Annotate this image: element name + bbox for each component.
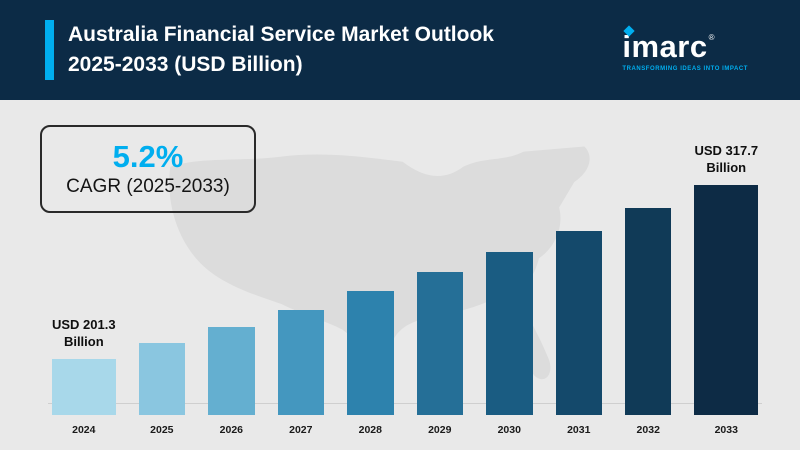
bar-column-2024: USD 201.3 Billion 2024 — [52, 316, 116, 436]
x-axis-label-2026: 2026 — [219, 424, 243, 436]
x-axis-label-2031: 2031 — [567, 424, 591, 436]
bar-2025 — [138, 343, 186, 415]
chart-title-line2: 2025-2033 (USD Billion) — [68, 53, 303, 76]
chart-body: 5.2% CAGR (2025-2033) USD 201.3 Billion 20… — [0, 100, 800, 450]
x-axis-label-2029: 2029 — [428, 424, 452, 436]
bar-2030 — [486, 252, 533, 415]
usa-map-silhouette — [169, 146, 590, 380]
bar-2027 — [277, 310, 325, 415]
bar-2024 — [52, 359, 116, 415]
bar-chart: USD 201.3 Billion 2024 2025 2026 2027 2028 2029… — [52, 142, 759, 436]
logo-text: imarc — [622, 28, 708, 64]
cagr-value: 5.2% — [112, 138, 184, 174]
bar-2032 — [624, 208, 672, 415]
bar-2028 — [347, 291, 394, 415]
bar-column-2032: 2032 — [624, 208, 672, 436]
bar-value-label-line: USD 317.7 — [694, 142, 759, 158]
x-axis-label-2025: 2025 — [150, 424, 174, 436]
imarc-logo: imarc® TRANSFORMING IDEAS INTO IMPACT — [622, 24, 748, 72]
header-band: Australia Financial Service Market Outlo… — [0, 0, 800, 100]
x-axis-baseline — [48, 403, 762, 404]
x-axis-label-2024: 2024 — [72, 424, 96, 436]
bar-column-2025: 2025 — [138, 343, 186, 436]
chart-title-line1: Australia Financial Service Market Outlo… — [68, 22, 494, 46]
registered-mark: ® — [708, 32, 715, 42]
bar-column-2026: 2026 — [208, 327, 255, 436]
x-axis-label-2028: 2028 — [358, 424, 382, 436]
cagr-label: CAGR (2025-2033) — [66, 176, 230, 198]
bar-column-2028: 2028 — [347, 291, 394, 436]
bar-2026 — [208, 327, 255, 415]
bar-value-label-2033: USD 317.7 Billion — [694, 142, 758, 177]
bar-value-label-line: Billion — [706, 160, 747, 176]
chart-title: Australia Financial Service Market Outlo… — [68, 20, 494, 81]
logo-row: imarc® — [622, 24, 715, 64]
bar-column-2027: 2027 — [277, 310, 325, 436]
x-axis-label-2030: 2030 — [497, 424, 521, 436]
bar-column-2033: USD 317.7 Billion 2033 — [694, 142, 759, 436]
bar-value-label-2024: USD 201.3 Billion — [52, 316, 116, 351]
bar-column-2029: 2029 — [416, 272, 464, 436]
logo-tagline: TRANSFORMING IDEAS INTO IMPACT — [622, 65, 748, 72]
title-group: Australia Financial Service Market Outlo… — [45, 19, 494, 81]
x-axis-label-2027: 2027 — [289, 424, 313, 436]
x-axis-label-2032: 2032 — [636, 424, 660, 436]
bar-value-label-line: Billion — [63, 334, 104, 350]
bar-2031 — [555, 231, 602, 415]
bar-2029 — [416, 272, 464, 415]
cagr-badge: 5.2% CAGR (2025-2033) — [40, 125, 256, 213]
bar-value-label-line: USD 201.3 — [52, 316, 116, 332]
x-axis-label-2033: 2033 — [714, 424, 738, 436]
bar-column-2030: 2030 — [486, 252, 533, 436]
bar-column-2031: 2031 — [555, 231, 602, 436]
title-accent-bar — [45, 19, 54, 81]
bar-2033 — [694, 185, 759, 415]
